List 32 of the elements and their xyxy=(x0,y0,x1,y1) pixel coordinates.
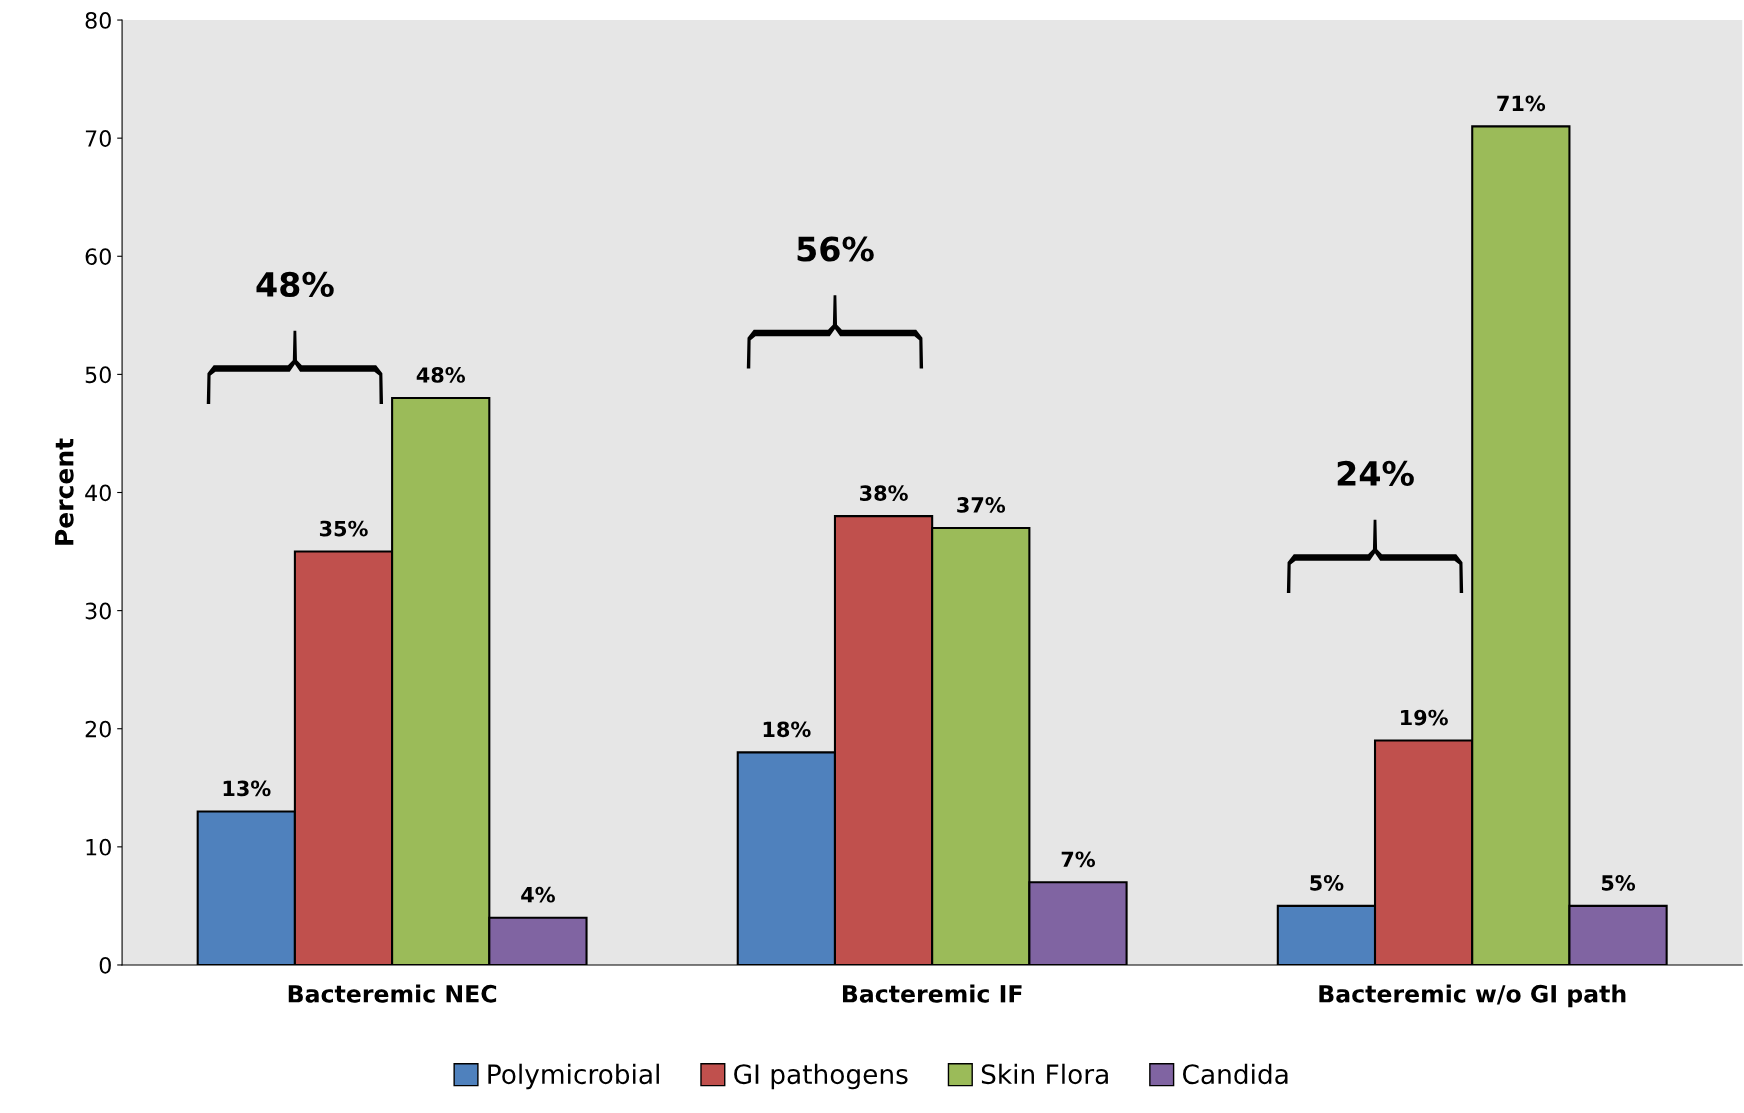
data-label: 48% xyxy=(416,367,465,383)
y-tick-label: 80 xyxy=(85,11,111,29)
legend-label: Skin Flora xyxy=(981,1063,1108,1085)
y-tick-label: 70 xyxy=(85,130,111,147)
y-tick-label: 30 xyxy=(85,602,111,620)
y-tick-label: 60 xyxy=(85,248,111,266)
data-label: 18% xyxy=(763,721,811,738)
data-label: 38% xyxy=(860,485,908,501)
data-label: 5% xyxy=(1601,875,1636,891)
annotation: 56% xyxy=(797,236,874,262)
data-label: 37% xyxy=(957,497,1006,513)
data-label: 4% xyxy=(521,886,555,903)
data-label: 19% xyxy=(1401,709,1448,726)
y-axis-title: Percent xyxy=(55,438,74,545)
legend-label: Candida xyxy=(1183,1063,1288,1085)
legend-label: GI pathogens xyxy=(734,1063,908,1090)
x-tick-label: Bacteremic IF xyxy=(842,984,1022,1003)
x-tick-label: Bacteremic w/o GI path xyxy=(1319,984,1626,1008)
legend-label: Polymicrobial xyxy=(488,1063,659,1090)
annotation: 24% xyxy=(1337,460,1414,487)
y-tick-label: 50 xyxy=(85,366,111,384)
y-tick-label: 0 xyxy=(99,956,111,974)
data-label: 71% xyxy=(1497,95,1546,112)
y-tick-label: 40 xyxy=(85,484,111,502)
data-label: 35% xyxy=(319,520,368,537)
x-tick-label: Bacteremic NEC xyxy=(288,984,497,1003)
y-tick-label: 10 xyxy=(86,838,111,856)
data-label: 7% xyxy=(1061,851,1096,868)
data-label: 13% xyxy=(223,780,271,797)
data-label: 5% xyxy=(1310,875,1344,891)
y-tick-label: 20 xyxy=(85,720,111,738)
annotation: 48% xyxy=(256,271,334,298)
